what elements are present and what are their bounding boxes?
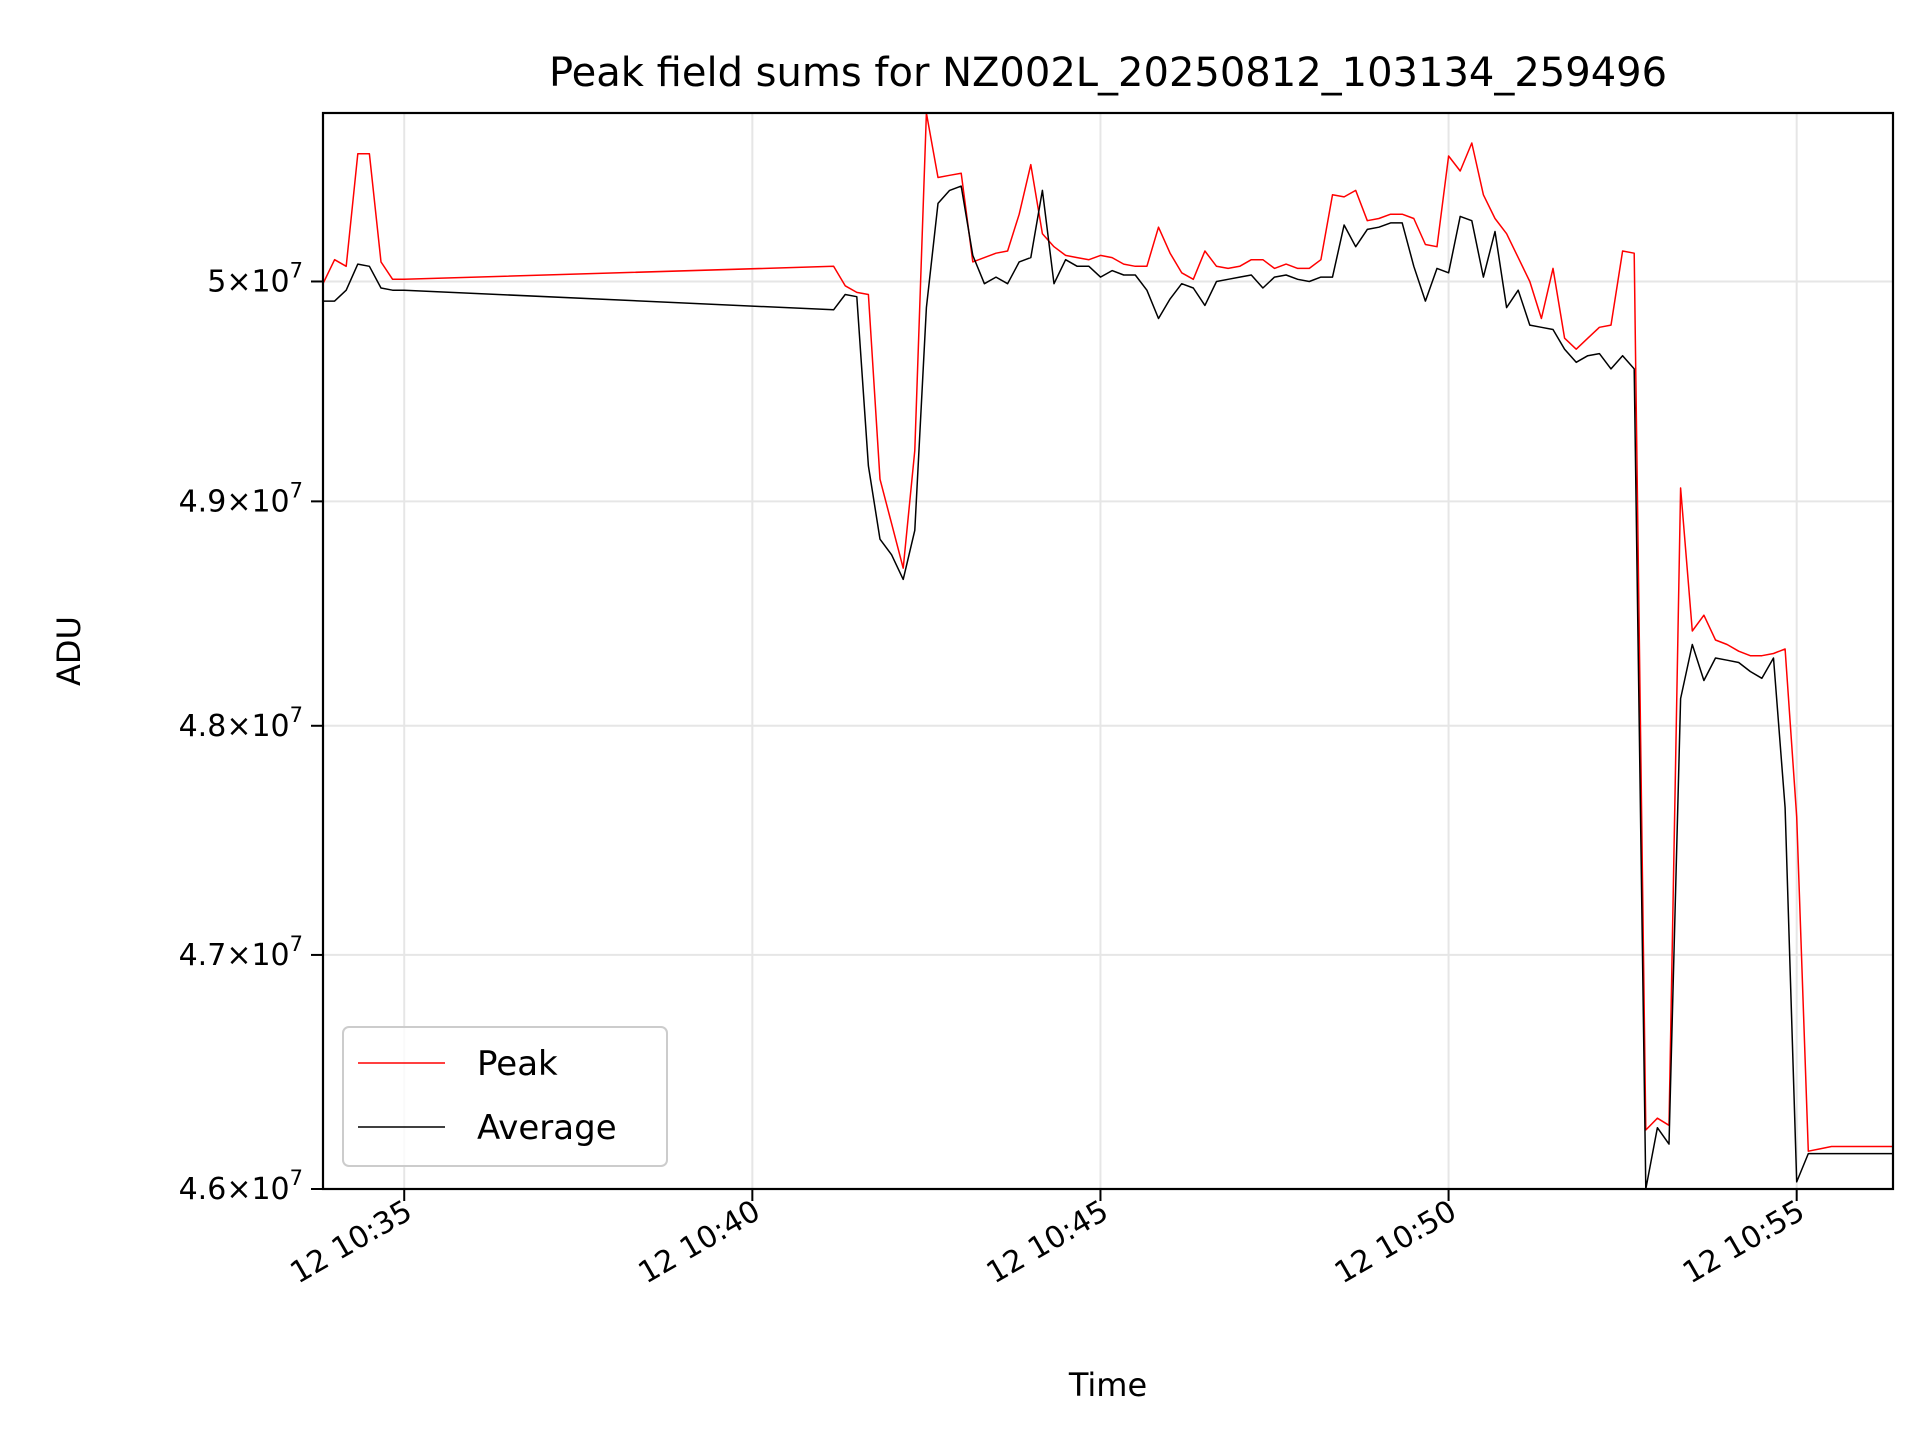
y-tick-exponent: 7 xyxy=(290,932,303,956)
y-tick-exponent: 7 xyxy=(290,478,303,502)
y-tick-mantissa: 4.6 xyxy=(179,1172,227,1207)
y-tick-mantissa: 4.8 xyxy=(179,709,227,744)
legend-frame xyxy=(342,1026,668,1167)
x-axis-label: Time xyxy=(1068,1366,1147,1404)
y-tick-mantissa: 4.9 xyxy=(179,484,227,519)
y-axis-label: ADU xyxy=(50,616,88,686)
y-tick-exponent: 7 xyxy=(290,258,303,282)
y-tick-mantissa: 5 xyxy=(207,264,226,299)
y-ticks: 4.6×107 4.7×107 4.8×107 4.9×107 5×107 xyxy=(179,258,323,1207)
y-tick-label: 4.9×107 xyxy=(179,478,303,519)
grid-layer xyxy=(323,113,1893,1189)
series-layer xyxy=(322,112,1893,1190)
y-tick-label: 4.6×107 xyxy=(179,1166,303,1207)
y-tick-exponent: 7 xyxy=(290,1166,303,1190)
series-line-peak xyxy=(322,112,1893,1152)
chart-title: Peak field sums for NZ002L_20250812_1031… xyxy=(549,50,1667,96)
legend-label-peak: Peak xyxy=(477,1044,558,1084)
y-tick-mantissa: 4.7 xyxy=(179,938,227,973)
legend: Peak Average xyxy=(342,1026,668,1167)
y-tick-label: 4.8×107 xyxy=(179,703,303,744)
legend-label-average: Average xyxy=(477,1108,617,1148)
series-line-average xyxy=(323,185,1893,1190)
y-tick-label: 4.7×107 xyxy=(179,932,303,973)
plot-frame xyxy=(321,111,1895,1191)
y-tick-label: 5×107 xyxy=(207,258,303,299)
y-tick-exponent: 7 xyxy=(290,703,303,727)
